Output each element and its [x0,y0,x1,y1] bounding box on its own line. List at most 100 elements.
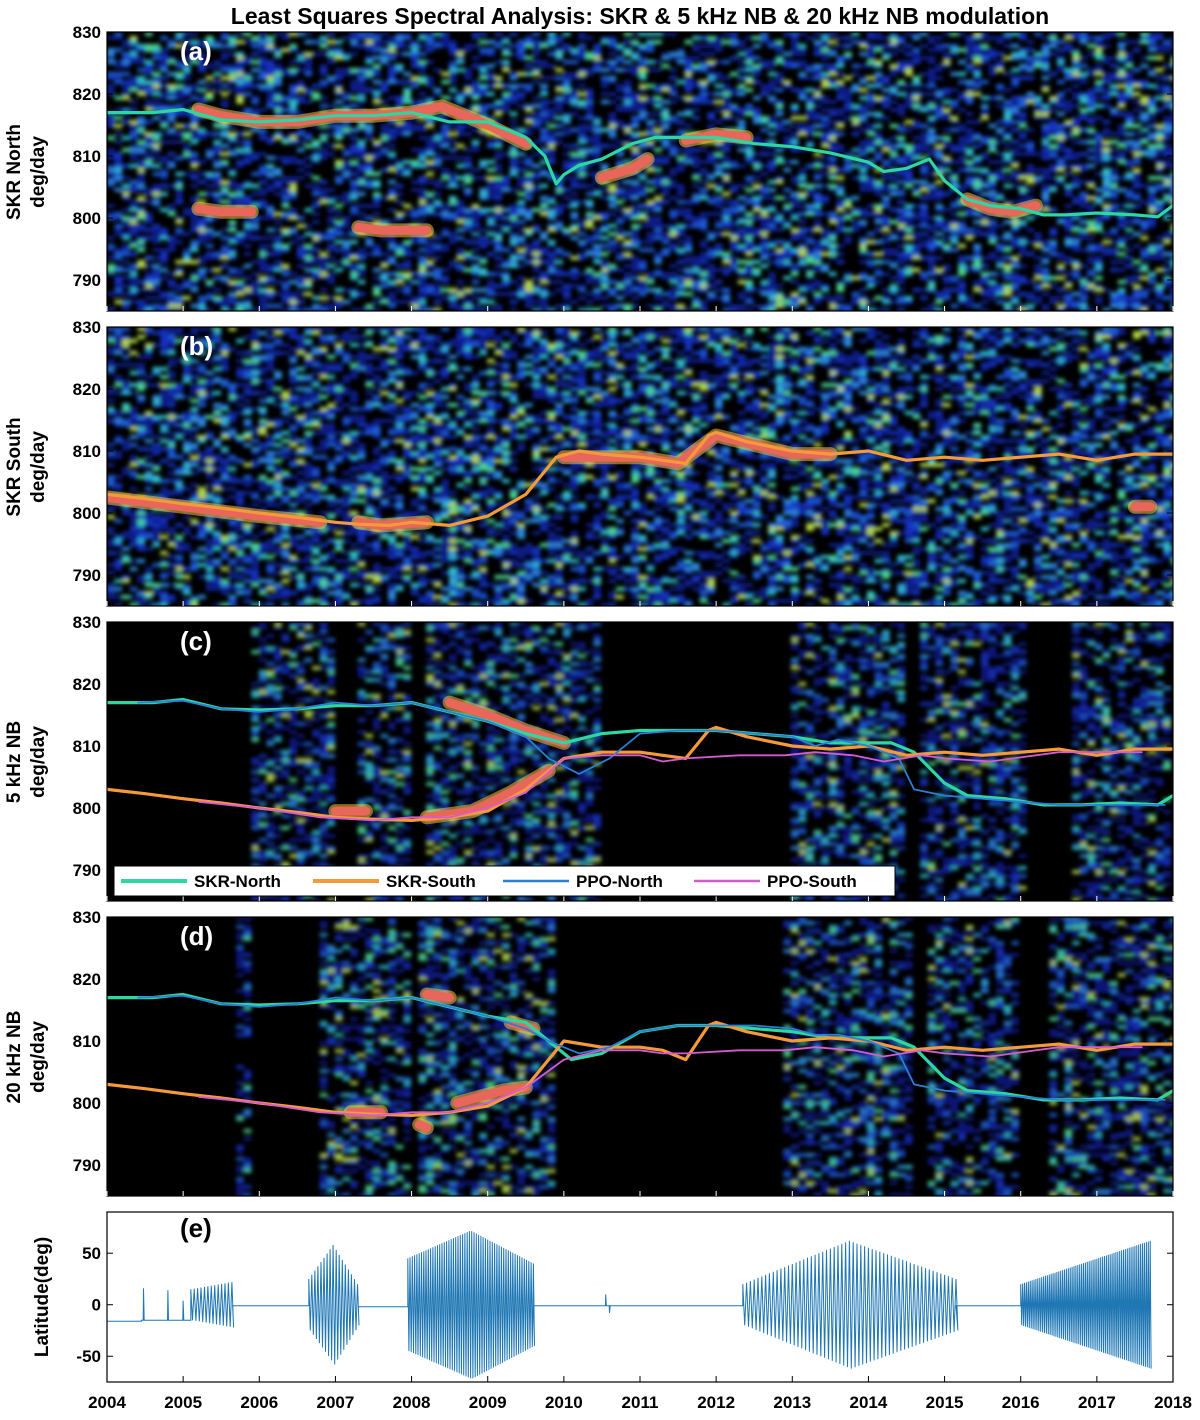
spectrogram-cell [783,256,791,260]
spectrogram-cell [1155,140,1164,144]
spectrogram-cell [236,88,244,92]
spectrogram-cell [996,272,1004,276]
spectrogram-cell [715,172,723,176]
spectrogram-cell [935,180,943,184]
spectrogram-cell [547,40,556,44]
spectrogram-cell [532,32,541,36]
spectrogram-cell [1072,224,1080,228]
spectrogram-cell [585,140,594,144]
spectrogram-cell [160,60,168,64]
spectrogram-cell [950,228,959,232]
spectrogram-cell [981,116,989,120]
spectrogram-cell [882,76,890,80]
spectrogram-cell [996,84,1004,88]
spectrogram-cell [859,188,867,192]
spectrogram-cell [798,184,807,188]
spectrogram-cell [388,188,396,192]
spectrogram-cell [494,192,503,196]
spectrogram-cell [578,92,586,96]
spectrogram-cell [608,112,617,116]
spectrogram-cell [525,120,533,124]
spectrogram-cell [677,284,685,288]
spectrogram-cell [631,232,639,236]
spectrogram-cell [563,80,571,84]
spectrogram-cell [631,268,639,272]
spectrogram-cell [525,180,533,184]
spectrogram-cell [684,112,693,116]
spectrogram-cell [373,204,381,208]
spectrogram-cell [608,188,617,192]
spectrogram-cell [821,64,829,68]
spectrogram-cell [927,248,936,252]
spectrogram-cell [441,116,449,120]
spectrogram-cell [897,280,905,284]
spectrogram-cell [175,200,183,204]
spectrogram-cell [357,140,366,144]
spectrogram-cell [844,196,852,200]
spectrogram-cell [297,112,305,116]
spectrogram-cell [1117,128,1126,132]
spectrogram-cell [373,152,381,156]
spectrogram-cell [867,96,875,100]
spectrogram-cell [395,248,404,252]
spectrogram-cell [578,184,586,188]
spectrogram-cell [221,36,229,40]
spectrogram-cell [183,48,191,52]
spectrogram-cell [806,64,814,68]
spectrogram-cell [1026,152,1035,156]
spectrogram-cell [555,212,563,216]
spectrogram-cell [669,276,677,280]
spectrogram-cell [198,88,206,92]
spectrogram-cell [259,204,267,208]
spectrogram-cell [145,216,153,220]
spectrogram-cell [943,156,951,160]
spectrogram-cell [867,132,875,136]
spectrogram-cell [251,236,259,240]
spectrogram-cell [715,212,723,216]
spectrogram-cell [297,68,305,72]
spectrogram-cell [464,88,472,92]
spectrogram-cell [289,232,297,236]
spectrogram-cell [1003,116,1012,120]
spectrogram-cell [760,196,769,200]
spectrogram-cell [889,184,898,188]
spectrogram-cell [1064,152,1073,156]
spectrogram-cell [1140,228,1149,232]
spectrogram-cell [1041,188,1050,192]
spectrogram-cell [570,156,579,160]
spectrogram-cell [692,44,700,48]
spectrogram-cell [494,168,503,172]
spectrogram-cell [289,104,297,108]
spectrogram-cell [981,180,989,184]
spectrogram-cell [1003,200,1012,204]
spectrogram-cell [1003,276,1012,280]
spectrogram-cell [464,252,472,256]
spectrogram-cell [365,36,373,40]
spectrogram-cell [806,184,814,188]
spectrogram-cell [699,260,708,264]
spectrogram-cell [129,276,138,280]
spectrogram-cell [1155,268,1164,272]
spectrogram-cell [1140,104,1149,108]
spectrogram-cell [935,156,943,160]
spectrogram-cell [988,172,997,176]
spectrogram-cell [243,236,252,240]
spectrogram-cell [335,76,343,80]
spectrogram-cell [525,196,533,200]
spectrogram-cell [1026,168,1035,172]
spectrogram-cell [1026,144,1035,148]
spectrogram-cell [380,280,389,284]
spectrogram-cell [471,108,480,112]
spectrogram-cell [1171,256,1173,260]
spectrogram-cell [395,216,404,220]
spectrogram-cell [426,260,434,264]
spectrogram-cell [654,256,662,260]
spectrogram-cell [654,60,662,64]
spectrogram-cell [137,176,145,180]
spectrogram-cell [753,108,761,112]
spectrogram-cell [418,200,427,204]
spectrogram-cell [517,256,525,260]
spectrogram-cell [411,44,419,48]
spectrogram-cell [775,76,784,80]
spectrogram-cell [388,256,396,260]
